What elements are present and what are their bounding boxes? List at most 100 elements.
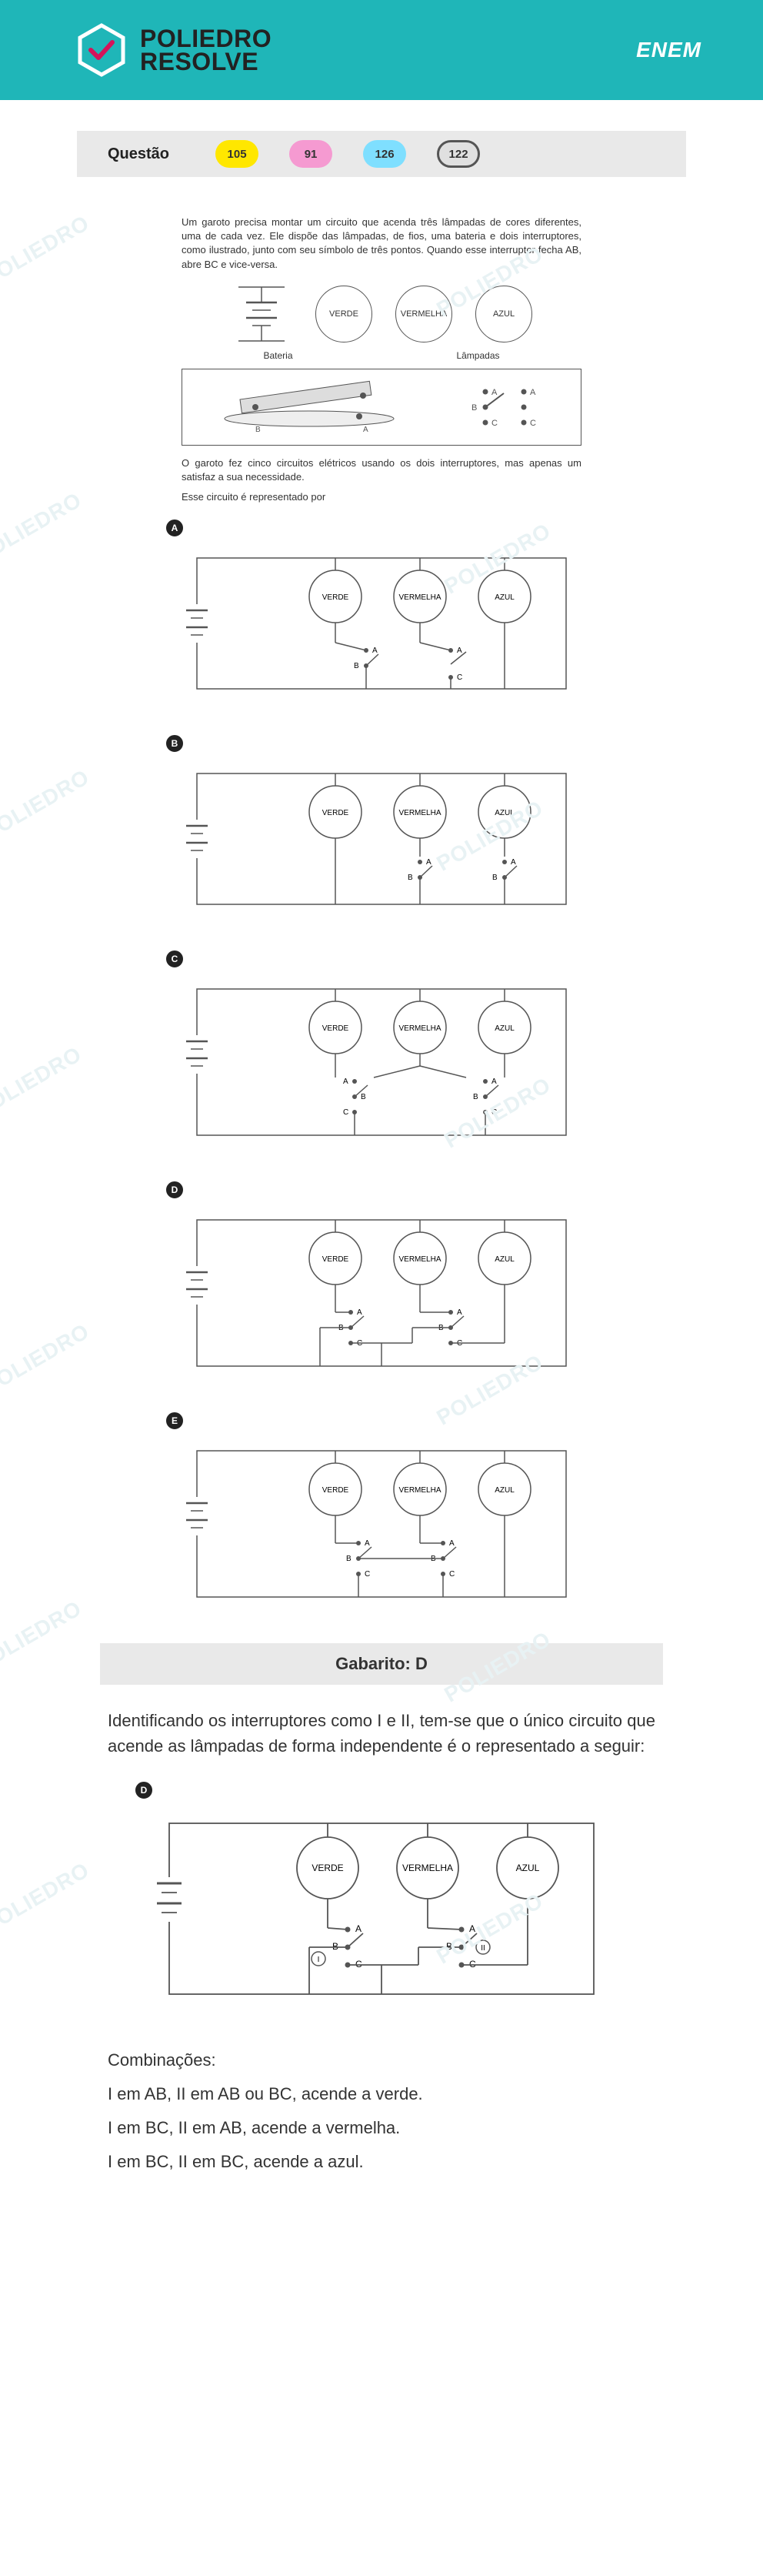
- svg-text:AZUL: AZUL: [495, 1024, 515, 1033]
- svg-text:AZUL: AZUL: [495, 593, 515, 602]
- svg-text:C: C: [491, 1108, 497, 1117]
- content: POLIEDRO POLIEDRO POLIEDRO POLIEDRO POLI…: [0, 192, 763, 2256]
- watermark: POLIEDRO: [0, 488, 86, 569]
- circuit-answer-icon: VERDE VERMELHA AZUL A B C I: [151, 1805, 612, 2013]
- svg-text:AZUL: AZUL: [495, 1486, 515, 1495]
- alternative-d: D VERDE VERMELHA AZUL A B C: [166, 1181, 597, 1382]
- circuit-e-icon: VERDE VERMELHA AZUL A B C A B C: [182, 1435, 581, 1612]
- svg-text:VERMELHA: VERMELHA: [398, 1486, 441, 1495]
- watermark: POLIEDRO: [0, 1596, 86, 1677]
- svg-text:VERDE: VERDE: [322, 1255, 349, 1264]
- alternative-c: C VERDE VERMELHA AZUL A B C: [166, 951, 597, 1151]
- svg-text:C: C: [365, 1570, 370, 1579]
- svg-text:AZUL: AZUL: [495, 809, 515, 817]
- svg-text:VERDE: VERDE: [322, 593, 349, 602]
- svg-text:C: C: [491, 419, 498, 428]
- lamp-label: VERMELHA: [395, 286, 452, 342]
- gabarito-bar: Gabarito: D: [100, 1643, 663, 1685]
- svg-text:A: A: [491, 388, 498, 397]
- answer-letter: D: [135, 1782, 152, 1799]
- question-prompt2a: O garoto fez cinco circuitos elétricos u…: [182, 456, 581, 484]
- pill-cyan[interactable]: 126: [363, 140, 406, 168]
- svg-text:B: B: [332, 1941, 338, 1952]
- svg-text:B: B: [492, 874, 498, 882]
- alt-letter: D: [166, 1181, 183, 1198]
- svg-text:I: I: [318, 1956, 320, 1964]
- svg-text:VERMELHA: VERMELHA: [398, 1255, 441, 1264]
- svg-text:A: A: [372, 647, 378, 655]
- svg-text:A: A: [449, 1539, 455, 1548]
- svg-text:VERMELHA: VERMELHA: [398, 1024, 441, 1033]
- svg-text:B: B: [473, 1093, 478, 1101]
- svg-text:A: A: [457, 1308, 462, 1317]
- lamp-vermelha: VERMELHA: [395, 286, 452, 342]
- brand-text: POLIEDRO RESOLVE: [140, 27, 272, 74]
- pill-group: 105 91 126 122: [215, 140, 480, 168]
- question-prompt: Um garoto precisa montar um circuito que…: [182, 216, 581, 272]
- svg-text:II: II: [481, 1944, 485, 1953]
- watermark: POLIEDRO: [0, 1858, 94, 1939]
- svg-text:B: B: [346, 1555, 352, 1563]
- pill-pink[interactable]: 91: [289, 140, 332, 168]
- explanation-text: Identificando os interruptores como I e …: [100, 1708, 663, 1759]
- svg-text:VERDE: VERDE: [312, 1863, 343, 1873]
- circuit-b-icon: VERDE VERMELHA AZUL A B A B: [182, 758, 581, 920]
- svg-text:B: B: [408, 874, 413, 882]
- caption-row: Bateria Lâmpadas: [182, 350, 581, 361]
- svg-text:A: A: [457, 647, 462, 655]
- pill-yellow[interactable]: 105: [215, 140, 258, 168]
- question-bar-wrap: Questão 105 91 126 122: [0, 100, 763, 192]
- circuit-c-icon: VERDE VERMELHA AZUL A B C A B C: [182, 974, 581, 1151]
- alternative-b: B VERDE VERMELHA AZUL A B A: [166, 735, 597, 920]
- svg-text:A: A: [355, 1923, 362, 1934]
- exam-name: ENEM: [636, 38, 701, 62]
- svg-text:A: A: [530, 388, 536, 397]
- svg-text:B: B: [446, 1941, 452, 1952]
- brand-line1: POLIEDRO: [140, 27, 272, 50]
- svg-text:A: A: [343, 1078, 348, 1086]
- svg-text:B: B: [354, 662, 359, 670]
- watermark: POLIEDRO: [0, 211, 94, 292]
- watermark: POLIEDRO: [0, 1319, 94, 1400]
- question-prompt2b: Esse circuito é representado por: [182, 490, 581, 504]
- svg-text:VERDE: VERDE: [322, 1486, 349, 1495]
- logo-block: POLIEDRO RESOLVE: [77, 22, 272, 78]
- watermark: POLIEDRO: [0, 765, 94, 846]
- circuit-d-icon: VERDE VERMELHA AZUL A B C: [182, 1204, 581, 1382]
- combos-title: Combinações:: [108, 2043, 655, 2077]
- answer-diagram: D VERDE VERMELHA AZUL A B C: [135, 1782, 628, 2013]
- svg-text:VERMELHA: VERMELHA: [398, 593, 441, 602]
- alt-letter: E: [166, 1412, 183, 1429]
- switch-symbol-icon: A B C A C: [462, 376, 555, 438]
- svg-text:VERMELHA: VERMELHA: [398, 809, 441, 817]
- circuit-a-icon: VERDE VERMELHA AZUL A B A C: [182, 543, 581, 704]
- lamp-verde: VERDE: [315, 286, 372, 342]
- svg-text:C: C: [469, 1959, 476, 1970]
- svg-text:AZUL: AZUL: [516, 1863, 540, 1873]
- combinations: Combinações: I em AB, II em AB ou BC, ac…: [100, 2043, 663, 2210]
- pill-gray[interactable]: 122: [437, 140, 480, 168]
- alternative-a: A VERDE VERMELHA AZUL A B: [166, 520, 597, 704]
- alt-letter: B: [166, 735, 183, 752]
- logo-hexagon-icon: [77, 22, 126, 78]
- alternative-e: E VERDE VERMELHA AZUL A B C: [166, 1412, 597, 1612]
- alt-letter: C: [166, 951, 183, 967]
- lamp-azul: AZUL: [475, 286, 532, 342]
- svg-text:A: A: [511, 858, 516, 867]
- svg-text:A: A: [365, 1539, 370, 1548]
- combo-line: I em BC, II em AB, acende a vermelha.: [108, 2111, 655, 2145]
- question-label: Questão: [108, 145, 169, 163]
- svg-text:A: A: [491, 1078, 497, 1086]
- svg-text:A: A: [469, 1923, 475, 1934]
- svg-text:C: C: [457, 673, 462, 682]
- lamp-label: AZUL: [475, 286, 532, 342]
- caption-bateria: Bateria: [263, 350, 292, 361]
- svg-text:A: A: [363, 426, 368, 434]
- brand-line2: RESOLVE: [140, 50, 272, 73]
- svg-text:VERMELHA: VERMELHA: [402, 1863, 453, 1873]
- caption-lampadas: Lâmpadas: [456, 350, 499, 361]
- svg-text:VERDE: VERDE: [322, 809, 349, 817]
- svg-text:C: C: [343, 1108, 348, 1117]
- switch-physical-icon: B A: [209, 376, 409, 438]
- svg-text:C: C: [355, 1959, 362, 1970]
